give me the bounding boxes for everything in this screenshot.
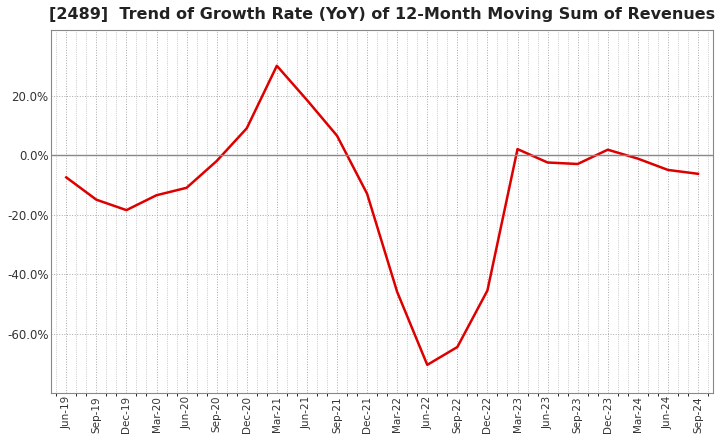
Title: [2489]  Trend of Growth Rate (YoY) of 12-Month Moving Sum of Revenues: [2489] Trend of Growth Rate (YoY) of 12-… bbox=[49, 7, 715, 22]
